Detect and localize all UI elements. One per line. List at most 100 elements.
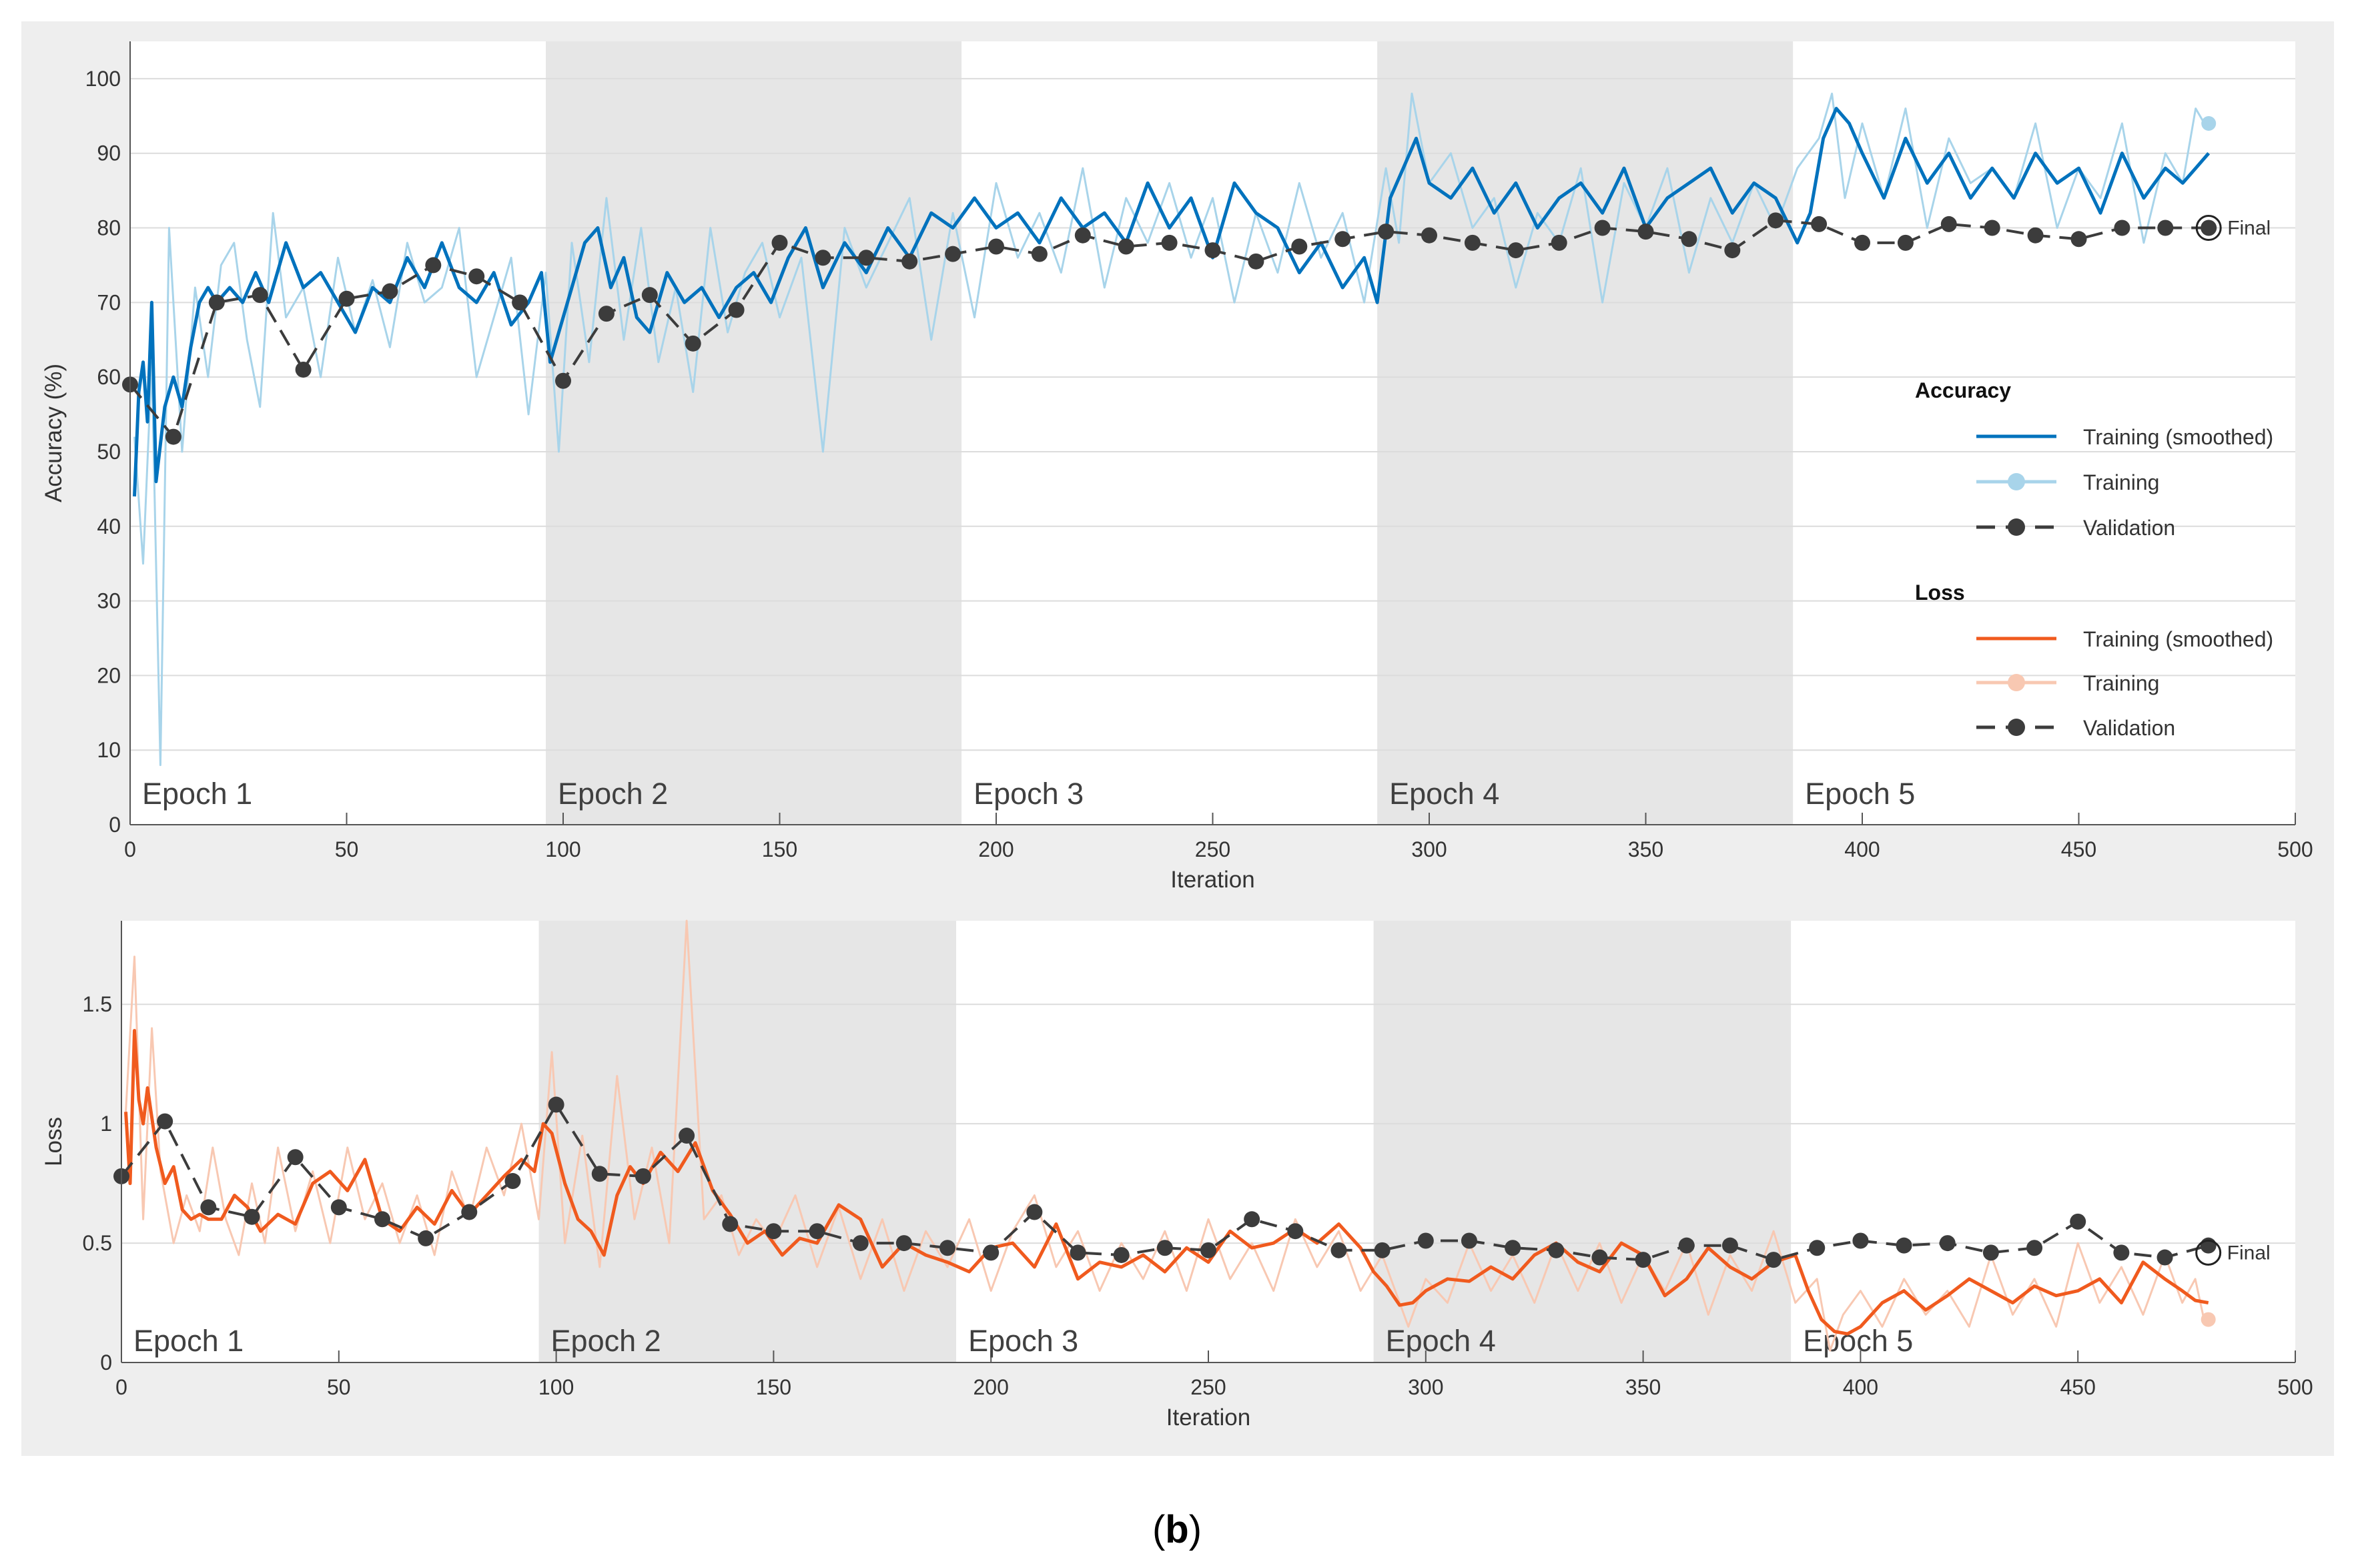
accuracy-validation-point xyxy=(1507,242,1524,259)
accuracy-x-tick-label: 350 xyxy=(1628,837,1663,861)
accuracy-y-tick-label: 10 xyxy=(97,738,121,762)
legend-title-accuracy: Accuracy xyxy=(1915,378,2011,402)
loss-x-tick-label: 350 xyxy=(1625,1375,1661,1399)
accuracy-validation-point xyxy=(1594,220,1611,236)
accuracy-final-label: Final xyxy=(2227,218,2271,240)
accuracy-validation-point xyxy=(555,372,571,389)
caption-close-paren: ) xyxy=(1189,1508,1202,1551)
accuracy-validation-point xyxy=(1854,234,1870,251)
accuracy-validation-point xyxy=(858,250,875,266)
loss-validation-point xyxy=(1417,1232,1434,1249)
accuracy-series-training xyxy=(133,92,2205,767)
loss-epoch-label-4: Epoch 4 xyxy=(1386,1324,1496,1358)
accuracy-plot-area xyxy=(130,41,2295,825)
legend-label-acc-validation: Validation xyxy=(2083,516,2175,540)
loss-validation-point xyxy=(852,1235,869,1252)
loss-y-axis-title: Loss xyxy=(41,1117,67,1166)
legend-label-loss-validation: Validation xyxy=(2083,716,2175,740)
accuracy-validation-point xyxy=(468,268,485,285)
loss-validation-point xyxy=(2156,1249,2173,1266)
accuracy-x-tick-label: 50 xyxy=(335,837,359,861)
accuracy-y-tick-label: 80 xyxy=(97,216,121,240)
accuracy-epoch-label-3: Epoch 3 xyxy=(973,777,1084,811)
accuracy-validation-point xyxy=(945,246,961,262)
accuracy-y-tick-label: 60 xyxy=(97,365,121,389)
accuracy-validation-point xyxy=(2157,220,2174,236)
loss-final-label: Final xyxy=(2227,1242,2271,1264)
accuracy-epoch-shade-4 xyxy=(1377,41,1794,825)
accuracy-series-training-smoothed xyxy=(133,107,2211,497)
accuracy-validation-point xyxy=(1291,238,1308,255)
accuracy-y-tick-label: 20 xyxy=(97,663,121,687)
accuracy-y-axis-title: Accuracy (%) xyxy=(41,364,67,502)
loss-validation-point xyxy=(2113,1244,2130,1261)
loss-validation-point xyxy=(1678,1237,1695,1254)
accuracy-y-tick-label: 50 xyxy=(97,440,121,464)
accuracy-x-tick-label: 500 xyxy=(2277,837,2313,861)
loss-validation-point xyxy=(330,1199,347,1216)
accuracy-validation-point xyxy=(1551,234,1567,251)
accuracy-x-tick-label: 250 xyxy=(1195,837,1230,861)
accuracy-validation-point xyxy=(2070,231,2087,248)
loss-validation-point xyxy=(1287,1223,1304,1240)
legend-marker-acc-validation xyxy=(2008,518,2025,536)
accuracy-validation-point xyxy=(2027,227,2044,244)
loss-x-axis-title: Iteration xyxy=(1166,1405,1250,1431)
legend-title-loss: Loss xyxy=(1915,580,1965,605)
accuracy-validation-point xyxy=(1897,234,1914,251)
accuracy-x-tick-label: 400 xyxy=(1844,837,1880,861)
loss-x-tick-label: 300 xyxy=(1408,1375,1443,1399)
loss-validation-point xyxy=(1591,1249,1608,1266)
loss-x-tick-label: 400 xyxy=(1843,1375,1878,1399)
accuracy-y-tick-label: 70 xyxy=(97,290,121,314)
accuracy-validation-point xyxy=(598,306,615,322)
accuracy-y-tick-label: 30 xyxy=(97,589,121,613)
accuracy-validation-point xyxy=(2201,220,2217,236)
figure-caption: (b) xyxy=(1152,1508,1202,1551)
loss-epoch-shade-4 xyxy=(1373,921,1792,1362)
loss-validation-point xyxy=(591,1166,608,1182)
loss-validation-point xyxy=(1505,1240,1521,1256)
accuracy-validation-point xyxy=(1334,231,1351,248)
loss-chart: Epoch 1 Epoch 2 Epoch 3 Epoch 4 Epoch 5Final… xyxy=(41,919,2313,1431)
loss-validation-point xyxy=(200,1199,217,1216)
accuracy-validation-point xyxy=(1204,242,1221,259)
legend-marker-acc-training xyxy=(2008,473,2025,490)
loss-validation-point xyxy=(722,1216,739,1232)
loss-validation-point xyxy=(2070,1213,2086,1230)
loss-validation-point xyxy=(548,1096,564,1113)
legend-label-loss-training: Training xyxy=(2083,671,2159,695)
loss-x-tick-label: 500 xyxy=(2277,1375,2313,1399)
accuracy-validation-point xyxy=(382,283,398,300)
legend-marker-loss-validation xyxy=(2008,719,2025,736)
loss-validation-point xyxy=(244,1208,260,1225)
legend-label-acc-smoothed: Training (smoothed) xyxy=(2083,425,2273,449)
legend-label-loss-smoothed: Training (smoothed) xyxy=(2083,627,2273,651)
accuracy-validation-point xyxy=(728,302,745,318)
accuracy-final-validation-ring xyxy=(2195,215,2222,242)
loss-x-tick-label: 0 xyxy=(115,1375,127,1399)
loss-validation-point xyxy=(157,1113,173,1130)
loss-epoch-label-1: Epoch 1 xyxy=(133,1324,244,1358)
loss-validation-point xyxy=(1200,1242,1216,1258)
accuracy-x-tick-label: 450 xyxy=(2061,837,2096,861)
loss-validation-point xyxy=(1765,1252,1782,1268)
caption-letter: b xyxy=(1165,1508,1188,1551)
accuracy-validation-point xyxy=(1161,234,1178,251)
accuracy-chart: Epoch 1 Epoch 2 Epoch 3 Epoch 4 Epoch 5 Final… xyxy=(41,41,2313,893)
loss-validation-point xyxy=(2026,1240,2043,1256)
loss-y-tick-label: 0.5 xyxy=(83,1231,112,1255)
accuracy-validation-point xyxy=(771,234,788,251)
loss-validation-point xyxy=(1896,1237,1912,1254)
loss-x-tick-label: 150 xyxy=(756,1375,791,1399)
accuracy-validation-point xyxy=(295,361,312,378)
loss-validation-point xyxy=(1070,1244,1086,1261)
accuracy-validation-point xyxy=(1074,227,1091,244)
loss-y-tick-label: 0 xyxy=(100,1350,112,1375)
loss-validation-point xyxy=(635,1168,651,1184)
accuracy-y-tick-label: 40 xyxy=(97,514,121,538)
accuracy-epoch-label-2: Epoch 2 xyxy=(558,777,668,811)
loss-final-validation-ring xyxy=(2195,1239,2222,1266)
loss-x-tick-label: 450 xyxy=(2060,1375,2096,1399)
loss-y-tick-label: 1.5 xyxy=(83,992,112,1016)
